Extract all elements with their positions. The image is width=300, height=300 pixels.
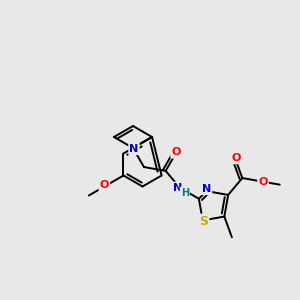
Text: H: H [181, 188, 189, 198]
Text: O: O [232, 153, 241, 163]
Text: N: N [129, 144, 139, 154]
Text: O: O [258, 176, 268, 187]
Text: O: O [100, 181, 109, 190]
Text: O: O [172, 147, 181, 158]
Text: N: N [202, 184, 211, 194]
Text: S: S [199, 215, 208, 228]
Text: N: N [173, 183, 182, 193]
